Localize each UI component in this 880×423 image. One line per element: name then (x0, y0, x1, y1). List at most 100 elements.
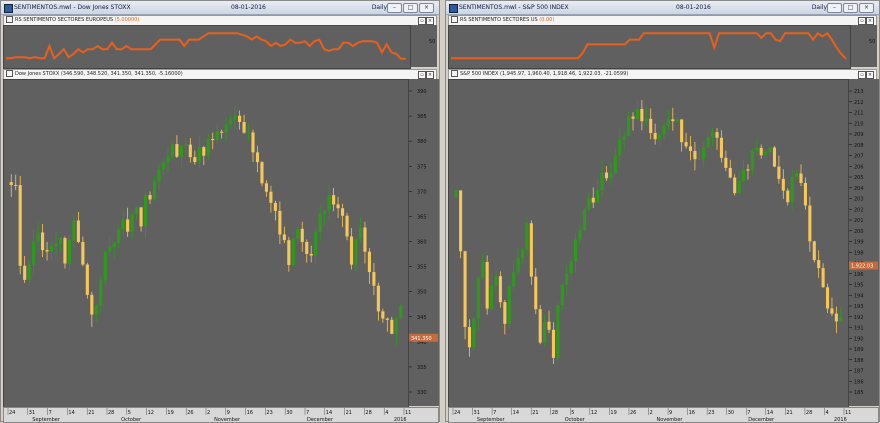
candle-body (551, 329, 556, 358)
panel-restore-icon[interactable]: ▫ (418, 17, 426, 25)
indicator-plot[interactable] (3, 25, 411, 69)
price-axis: 390 385 380 375 370 365 360 355 350 345 340 335 330 3… (409, 79, 439, 406)
candle-body (795, 173, 799, 177)
time-axis: 24 31 7 14 21 28 5 12 19 26 2 9 16 23 30 7 14 21 28 4 11 Sept… (3, 407, 439, 423)
candle-body (587, 197, 591, 210)
x-day-label: 28 (365, 410, 371, 416)
candle-body (582, 209, 586, 231)
candle-body (640, 108, 644, 122)
candle-body (18, 185, 22, 266)
candle-body (220, 131, 224, 133)
time-axis: 24 31 7 14 21 28 5 12 19 26 2 9 16 23 30 7 14 21 28 4 11 Sept… (448, 407, 879, 423)
candle-body (622, 136, 626, 140)
x-day-label: 7 (747, 410, 750, 416)
x-day-label: 21 (532, 410, 538, 416)
candle-body (358, 227, 363, 240)
candle-body (750, 151, 754, 171)
close-icon[interactable]: × (859, 3, 874, 13)
candle-body (649, 118, 653, 133)
candle-body (323, 210, 327, 214)
indicator-line-chart (6, 32, 406, 60)
candle-body (680, 119, 684, 143)
last-price-label: 1,922.03 (851, 264, 873, 270)
y-tick-label: 187 (854, 369, 864, 375)
candle-body (609, 173, 613, 179)
candle-body (385, 318, 389, 320)
y-tick-label: 189 (854, 347, 864, 353)
panel-close-icon[interactable]: × (426, 71, 434, 79)
panel-close-icon[interactable]: × (426, 17, 434, 25)
y-tick-label: 213 (854, 89, 864, 95)
candle-body (238, 115, 242, 123)
x-day-label: 14 (767, 410, 773, 416)
candle-body (764, 152, 768, 156)
candle-body (81, 241, 85, 265)
x-day-label: 2 (207, 410, 210, 416)
chart-window-sp500[interactable]: SENTIMENTOS.mwl - S&P 500 INDEX 08-01-20… (445, 0, 880, 423)
last-price-tag (849, 261, 878, 270)
y-tick-label: 209 (854, 132, 864, 138)
minimize-icon[interactable]: – (827, 3, 842, 13)
candle-body (300, 228, 304, 243)
candle-body (534, 276, 538, 310)
candle-body (596, 189, 600, 203)
x-day-label: 23 (266, 410, 272, 416)
x-day-label: 28 (108, 410, 114, 416)
price-axis-ticks: 390 385 380 375 370 365 360 355 350 345 340 335 330 3… (409, 89, 438, 396)
panel-restore-icon[interactable]: ▫ (858, 17, 866, 25)
candle-body (454, 190, 458, 198)
minimize-icon[interactable]: – (387, 3, 402, 13)
title-bar[interactable]: SENTIMENTOS.mwl - S&P 500 INDEX 08-01-20… (446, 1, 879, 15)
candle-body (556, 304, 560, 358)
candle-body (600, 172, 604, 190)
candle-body (202, 147, 206, 156)
y-tick-label: 198 (854, 250, 864, 256)
x-day-label: 21 (786, 410, 792, 416)
candle-body (702, 147, 706, 159)
panel-icon (6, 16, 13, 23)
panel-restore-icon[interactable]: ▫ (418, 71, 426, 79)
candle-body (812, 241, 816, 261)
candle-body (706, 137, 710, 148)
candlestick-plot[interactable] (448, 79, 849, 408)
candle-body (76, 220, 80, 242)
candlestick-plot[interactable] (3, 79, 409, 408)
candle-body (578, 230, 582, 240)
candle-body (574, 239, 578, 262)
panel-restore-icon[interactable]: ▫ (858, 71, 866, 79)
window-date: 08-01-2016 (676, 4, 711, 11)
candle-body (684, 142, 688, 147)
candle-body (139, 207, 143, 227)
candle-body (688, 146, 693, 151)
x-day-label: 7 (49, 410, 52, 416)
title-bar[interactable]: SENTIMENTOS.mwl - Dow Jones STOXX 08-01-… (1, 1, 439, 15)
candle-body (591, 197, 595, 203)
candle-body (188, 144, 192, 158)
y-tick-label: 199 (854, 240, 864, 246)
x-day-label: 11 (405, 410, 411, 416)
chart-window-stoxx[interactable]: SENTIMENTOS.mwl - Dow Jones STOXX 08-01-… (0, 0, 440, 423)
panel-close-icon[interactable]: × (866, 71, 874, 79)
candle-body (817, 260, 821, 269)
x-day-label: 5 (128, 410, 131, 416)
candle-body (354, 239, 358, 265)
x-day-label: 30 (286, 410, 292, 416)
maximize-icon[interactable]: □ (403, 3, 418, 13)
candle-body (821, 268, 825, 288)
x-day-label: 28 (806, 410, 812, 416)
indicator-plot[interactable] (448, 25, 851, 69)
x-day-label: 7 (493, 410, 496, 416)
candle-body (233, 115, 237, 120)
candle-body (318, 213, 322, 232)
close-icon[interactable]: × (419, 3, 434, 13)
y-tick-label: 335 (417, 365, 427, 371)
panel-close-icon[interactable]: × (866, 17, 874, 25)
candle-body (103, 251, 107, 281)
x-day-label: 2 (650, 410, 653, 416)
maximize-icon[interactable]: □ (843, 3, 858, 13)
candle-body (126, 219, 130, 232)
candle-body (644, 118, 648, 122)
y-tick-label: 330 (417, 390, 427, 396)
x-day-label: 30 (728, 410, 734, 416)
candle-body (157, 169, 161, 182)
